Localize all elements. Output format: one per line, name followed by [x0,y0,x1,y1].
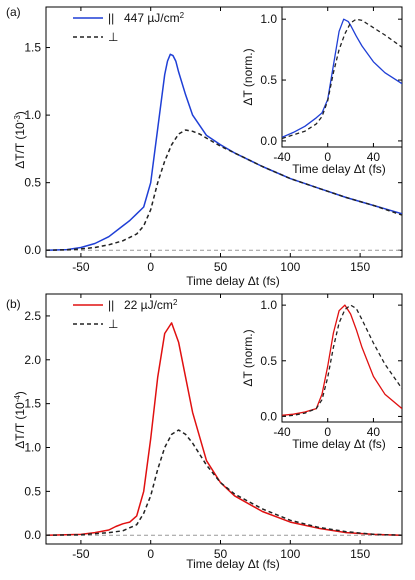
panel-b-main-xtick-label: 0 [147,547,154,561]
panel-b-inset: -40 0 40 0.0 0.5 1.0 Time delay Δt (fs) ΔT (nor… [241,293,403,451]
panel-a-main-xtick-label: -50 [72,260,90,274]
panel-b-inset-series-perpendicular-line [282,304,402,418]
panel-a-main-ytick-label: 0.0 [24,243,41,257]
panel-a-legend-symbol-perp: ⊥ [108,30,118,44]
panel-a-inset-xlabel: Time delay Δt (fs) [292,162,386,176]
panel-b-main-ytick-label: 0.5 [24,484,41,498]
panel-b-inset-xlabel: Time delay Δt (fs) [292,437,386,451]
panel-b-ylabel: ΔT/T (10-4) [13,391,28,449]
panel-b-legend-text-parallel: 22 µJ/cm2 [124,298,178,313]
panel-a-inset-xtick-label: 0 [324,150,331,164]
panel-b-main-ytick-label: 0.0 [24,528,41,542]
panel-a-inset-ytick-label: 1.0 [260,12,277,26]
panel-a-inset-series-perpendicular-line [282,18,402,140]
panel-a-legend-text-parallel: 447 µJ/cm2 [124,11,185,26]
panel-b-main-series-parallel-line [46,322,402,536]
panel-a-legend-symbol-parallel: || [108,11,114,25]
panel-b-main-ytick-label: 1.0 [24,441,41,455]
panel-a-main-xtick-label: 0 [147,260,154,274]
panel-a-main-series-perpendicular-line [46,129,402,251]
panel-b-legend-symbol-perp: ⊥ [108,317,118,331]
panel-b-inset-frame [281,293,403,423]
plot-layer: -50 0 50 100 150 0.0 0.5 1.0 1.5 -40 0 40 0.0 0.5 1.0 T… [24,6,403,561]
panel-a-xlabel: Time delay Δt (fs) [186,274,280,288]
panel-a-main-xtick-label: 50 [214,260,228,274]
panel-b-main-xtick-label: 100 [280,547,300,561]
panel-b-inset-xtick-label: 0 [324,425,331,439]
panel-a-inset-xtick-label: -40 [273,150,291,164]
panel-a-main-ytick-label: 0.5 [24,176,41,190]
panel-b-inset-series-parallel-line [282,304,402,416]
panel-b-ylabel-exp: -4 [13,395,22,403]
panel-b-main-series-perpendicular-line [46,429,402,536]
panel-b-inset-xtick-label: -40 [273,425,291,439]
panel-b-xlabel: Time delay Δt (fs) [186,557,280,571]
panel-a-ylabel: ΔT/T (10-3) [13,111,28,169]
panel-a-main-xtick-label: 150 [350,260,370,274]
panel-a-inset-series-parallel-line [282,18,402,138]
panel-a-ylabel-exp: -3 [13,115,22,123]
panel-b-inset-ytick-label: 0.5 [260,354,277,368]
panel-a-inset-frame [281,6,403,148]
panel-b-main-xtick-label: 150 [350,547,370,561]
panel-b-legend-symbol-parallel: || [108,298,114,312]
panel-b-main-xtick-label: 50 [214,547,228,561]
panel-b-tag: (b) [6,297,21,311]
panel-a-main-ytick-label: 1.5 [24,41,41,55]
panel-b-inset-ylabel: ΔT (norm.) [241,329,255,386]
panel-b-chart: -50 0 50 100 150 0.0 0.5 1.0 1.5 2.0 2.5 -40 0 40 0.0 0… [24,293,403,561]
panel-b-main-ytick-label: 1.5 [24,397,41,411]
panel-a-main-ytick-label: 1.0 [24,108,41,122]
panel-a-main-xtick-label: 100 [280,260,300,274]
panel-b-inset-ytick-label: 0.0 [260,409,277,423]
panel-b-legend: || 22 µJ/cm2 ⊥ [73,298,178,331]
panel-a-inset-xtick-label: 40 [367,150,381,164]
panel-b-main-ytick-label: 2.5 [24,309,41,323]
panel-a-legend-sup: 2 [180,11,185,20]
panel-b-legend-sup: 2 [173,298,178,307]
panel-a-legend: || 447 µJ/cm2 ⊥ [73,11,185,44]
panel-a-chart: -50 0 50 100 150 0.0 0.5 1.0 1.5 -40 0 40 0.0 0.5 1.0 T… [24,6,403,274]
panel-a-tag: (a) [6,5,21,19]
panel-a-inset: -40 0 40 0.0 0.5 1.0 Time delay Δt (fs) ΔT (nor… [241,6,403,176]
panel-b-main-xtick-label: -50 [72,547,90,561]
panel-a-inset-ylabel: ΔT (norm.) [241,48,255,105]
panel-b-main-ytick-label: 2.0 [24,353,41,367]
panel-b-inset-xtick-label: 40 [367,425,381,439]
panel-a-inset-ytick-label: 0.5 [260,73,277,87]
panel-b-inset-ytick-label: 1.0 [260,298,277,312]
panel-a-inset-ytick-label: 0.0 [260,134,277,148]
